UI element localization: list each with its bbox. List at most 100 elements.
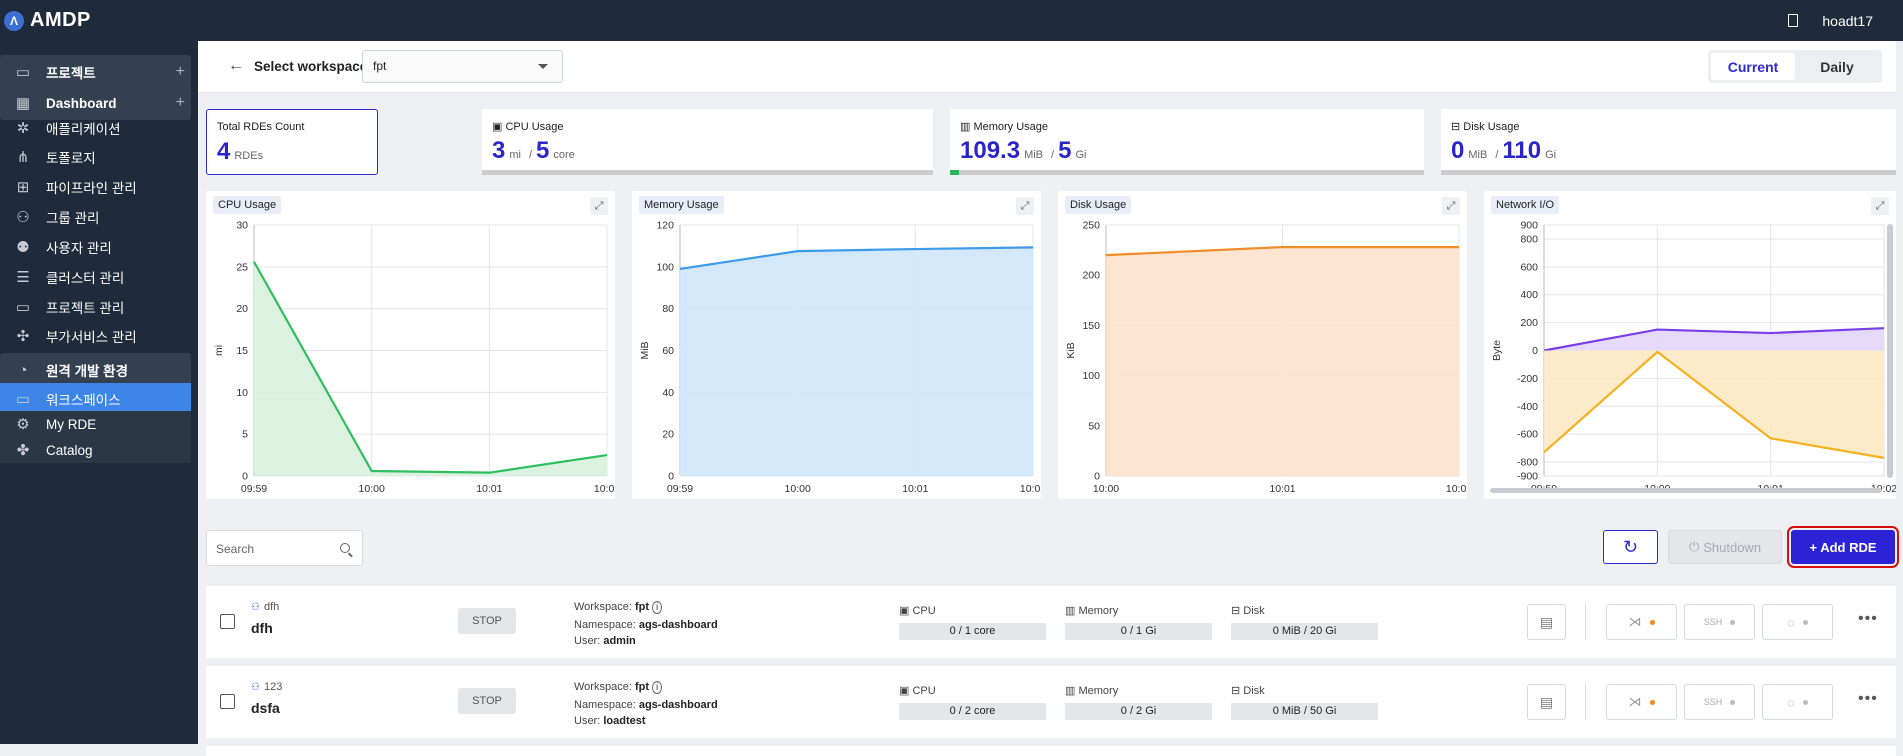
x-tick-label: 09:59 [241,483,267,495]
disk-usage-card: ⊟ Disk Usage 0 MiB/110 Gi [1441,109,1896,175]
ssh-label: SSH [1703,697,1723,707]
sidebar-item[interactable]: ▭ 프로젝트 관리 [0,294,191,320]
y-tick-label: -200 [1517,373,1538,385]
more-options-icon[interactable]: ••• [1858,690,1878,707]
log-button[interactable]: ▤ [1527,684,1566,720]
ssh-button[interactable]: SSH [1684,604,1755,640]
more-options-icon[interactable]: ••• [1858,610,1878,627]
disk-chart: 0 50 100 150 200 250 10:00 10:01 10:02 KiB [1065,220,1467,496]
vscode-button[interactable]: ⋊ [1606,604,1677,640]
y-axis-label: KiB [1065,342,1077,358]
series-area [680,247,1033,476]
rdes-count: 4 [217,138,231,165]
sidebar-item-label: 워크스페이스 [46,393,121,408]
sidebar-item[interactable]: ⋔ 토폴로지 [0,144,191,170]
ssh-label: SSH [1703,617,1723,627]
tab-current[interactable]: Current [1711,53,1795,80]
sidebar-item[interactable]: ▭ 프로젝트 + [0,55,191,89]
vertical-scrollbar[interactable] [1887,224,1893,478]
sidebar-item[interactable]: ⚉ 사용자 관리 [0,234,191,260]
sidebar-item[interactable]: ▦ Dashboard + [0,86,191,120]
sidebar-item-label: 파이프라인 관리 [46,181,137,196]
info-icon[interactable]: i [652,681,663,694]
sidebar-item[interactable]: ◔ 원격 개발 환경 [0,353,191,387]
sidebar-item-label: 토폴로지 [46,151,96,166]
namespace-label: Namespace: [574,698,636,711]
memory-chart: 0 20 40 60 80 100 120 09:59 10:00 10:01 10:02 MiB [639,220,1041,496]
add-icon[interactable]: + [175,94,185,111]
x-tick-label: 10:01 [476,483,502,495]
sidebar-item-label: 프로젝트 관리 [46,301,125,316]
card-title: CPU Usage [505,121,564,133]
y-tick-label: 250 [1082,220,1100,232]
memory-value: 0 / 2 Gi [1065,703,1212,720]
y-tick-label: 10 [236,387,248,399]
memory-progress-bar [950,170,1424,175]
series-line [1543,327,1885,352]
back-arrow-icon[interactable]: ← [228,57,244,74]
expand-icon[interactable]: ⤢ [1442,197,1460,215]
user-name[interactable]: hoadt17 [1822,12,1873,29]
logo[interactable]: Λ AMDP [4,9,91,32]
workspace-label: Workspace: [574,681,632,693]
add-rde-button[interactable]: + Add RDE [1787,526,1899,568]
log-button[interactable]: ▤ [1527,604,1566,640]
sidebar-item[interactable]: ⚇ 그룹 관리 [0,204,191,230]
search-placeholder: Search [216,542,255,556]
y-tick-label: 20 [662,429,674,441]
ssh-button[interactable]: SSH [1684,684,1755,720]
card-title: Memory Usage [973,121,1049,133]
add-icon[interactable]: + [175,63,185,80]
workspace-value: fpt [373,59,387,73]
disk-chart-panel: Disk Usage ⤢ 0 50 100 150 200 250 10:00 10:01 10:0… [1058,191,1467,499]
x-tick-label: 10:01 [902,483,928,495]
rde-row [206,746,1896,756]
sidebar-item[interactable]: ⚙ My RDE [0,411,191,437]
namespace-label: Namespace: [574,618,636,631]
application-icon: ✲ [16,120,30,137]
search-input[interactable]: Search [206,530,363,566]
cpu-total-unit: core [553,149,575,161]
workspace-icon: ▭ [15,391,31,408]
row-checkbox[interactable] [220,694,235,709]
jupyter-button[interactable]: ◌ [1762,684,1833,720]
refresh-button[interactable]: ↻ [1603,530,1658,564]
chart-title: Memory Usage [639,196,724,214]
y-tick-label: 100 [656,261,674,273]
sidebar-item[interactable]: ☰ 클러스터 관리 [0,264,191,290]
status-dot [1649,619,1655,625]
document-icon[interactable] [1788,14,1799,27]
logo-icon: Λ [4,10,24,31]
cpu-resource: ▣ CPU 0 / 2 core [899,684,1046,720]
disk-icon: ⊟ [1231,685,1241,697]
vscode-button[interactable]: ⋊ [1606,684,1677,720]
sidebar-item[interactable]: ▭ 워크스페이스 [0,383,191,415]
memory-label: Memory [1078,685,1119,697]
shutdown-button[interactable]: ⏻ Shutdown [1668,530,1782,564]
tab-daily[interactable]: Daily [1820,58,1854,75]
expand-icon[interactable]: ⤢ [1871,197,1889,215]
cpu-value: 0 / 1 core [899,623,1046,640]
horizontal-scrollbar[interactable] [1490,488,1882,493]
y-axis-label: MiB [639,341,651,359]
series-area [1544,350,1884,458]
cpu-progress-bar [482,170,933,175]
memory-chart-panel: Memory Usage ⤢ 0 20 40 60 80 100 120 09:59 10:00 10… [632,191,1041,499]
jupyter-button[interactable]: ◌ [1762,604,1833,640]
y-tick-label: 150 [1082,320,1100,332]
sidebar-item[interactable]: ✲ 애플리케이션 [0,115,191,141]
rde-name[interactable]: dfh [251,620,273,636]
sidebar-item[interactable]: ✤ Catalog [0,437,191,463]
vscode-icon: ⋊ [1628,694,1642,709]
sidebar-item[interactable]: ✣ 부가서비스 관리 [0,323,191,349]
rde-name[interactable]: dsfa [251,700,280,716]
info-icon[interactable]: i [652,601,663,614]
row-checkbox[interactable] [220,614,235,629]
workspace-select[interactable]: fpt [362,50,563,83]
memory-used-unit: MiB [1024,149,1044,161]
expand-icon[interactable]: ⤢ [590,197,608,215]
sidebar-item[interactable]: ⊞ 파이프라인 관리 [0,174,191,200]
expand-icon[interactable]: ⤢ [1016,197,1034,215]
disk-used-unit: MiB [1468,149,1488,161]
status-dot [1730,699,1736,705]
